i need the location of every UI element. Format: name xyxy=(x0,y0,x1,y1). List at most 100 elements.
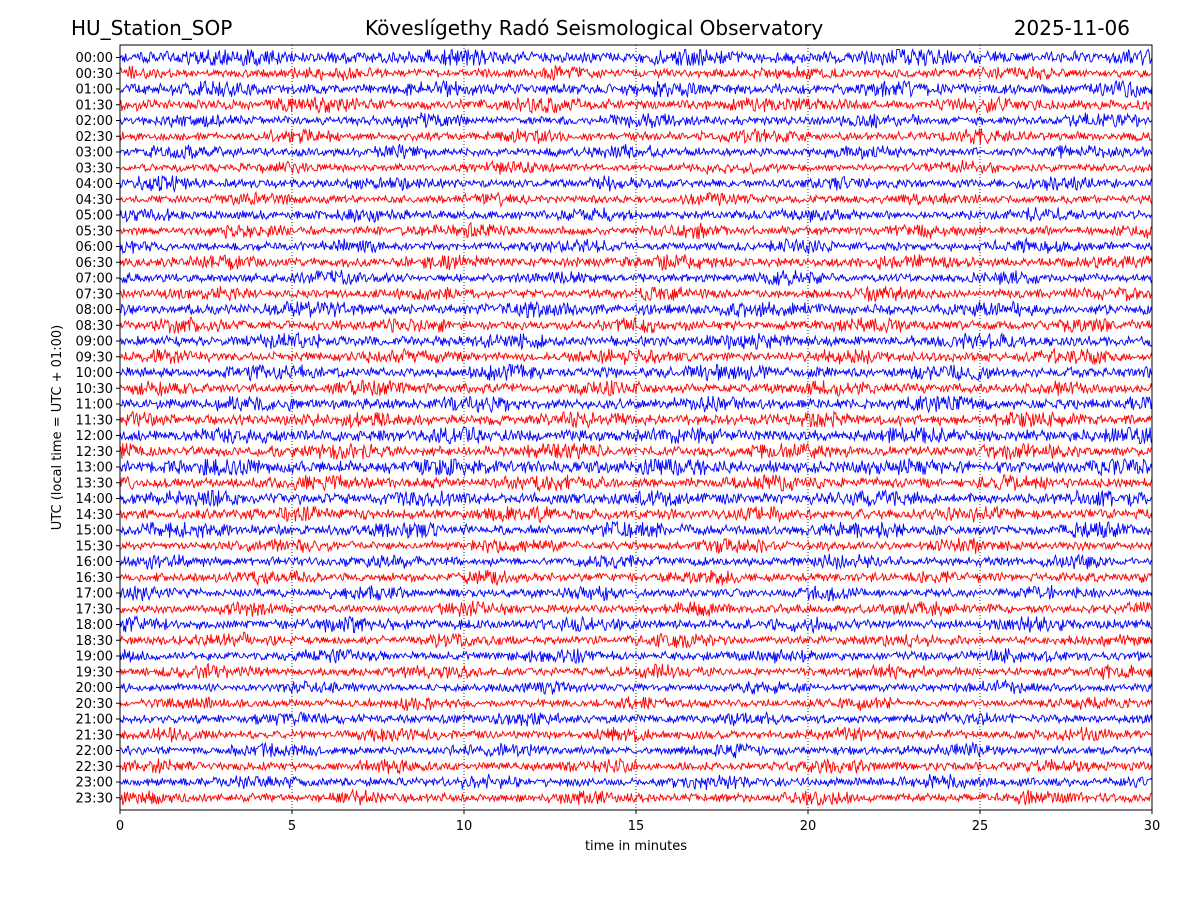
trace-line xyxy=(119,788,1153,807)
row-label: 05:30 xyxy=(76,224,113,239)
trace-line xyxy=(119,379,1153,397)
row-label: 01:00 xyxy=(76,83,113,98)
trace-line xyxy=(119,236,1153,255)
trace-line xyxy=(119,696,1153,712)
row-label: 19:00 xyxy=(76,650,113,665)
row-label: 22:00 xyxy=(76,744,113,759)
row-label: 19:30 xyxy=(76,665,113,680)
row-label: 13:00 xyxy=(76,461,113,476)
trace-line xyxy=(119,679,1153,695)
trace-line xyxy=(119,300,1153,318)
row-label: 15:30 xyxy=(76,539,113,554)
trace-line xyxy=(119,79,1153,99)
row-label: 20:00 xyxy=(76,681,113,696)
row-label: 14:30 xyxy=(76,508,113,523)
x-tick-label: 15 xyxy=(628,819,645,834)
row-label: 21:00 xyxy=(76,713,113,728)
trace-line xyxy=(119,47,1153,68)
trace-line xyxy=(119,457,1153,477)
trace-line xyxy=(119,65,1153,82)
row-label: 13:30 xyxy=(76,476,113,491)
row-label: 22:30 xyxy=(76,760,113,775)
trace-line xyxy=(119,190,1153,208)
trace-line xyxy=(119,174,1153,193)
row-label: 17:30 xyxy=(76,602,113,617)
trace-line xyxy=(119,726,1153,743)
row-labels: 00:0000:3001:0001:3002:0002:3003:0003:30… xyxy=(76,51,120,806)
row-label: 07:00 xyxy=(76,272,113,287)
trace-line xyxy=(119,269,1153,287)
row-label: 23:00 xyxy=(76,776,113,791)
trace-line xyxy=(119,631,1153,649)
row-label: 06:00 xyxy=(76,240,113,255)
trace-line xyxy=(119,347,1153,365)
station-label: HU_Station_SOP xyxy=(71,16,233,40)
row-label: 03:30 xyxy=(76,161,113,176)
row-label: 04:00 xyxy=(76,177,113,192)
trace-line xyxy=(119,553,1153,570)
trace-line xyxy=(119,506,1153,524)
row-label: 16:00 xyxy=(76,555,113,570)
trace-line xyxy=(119,254,1153,271)
row-label: 02:30 xyxy=(76,130,113,145)
trace-line xyxy=(119,600,1153,617)
trace-line xyxy=(119,740,1153,759)
row-label: 17:00 xyxy=(76,587,113,602)
trace-line xyxy=(119,520,1153,540)
trace-line xyxy=(119,363,1153,382)
row-label: 08:30 xyxy=(76,319,113,334)
trace-line xyxy=(119,537,1153,555)
plot-frame xyxy=(119,44,1153,811)
row-label: 04:30 xyxy=(76,193,113,208)
seismic-traces xyxy=(119,47,1153,807)
trace-line xyxy=(119,395,1153,414)
row-label: 09:30 xyxy=(76,350,113,365)
row-label: 00:00 xyxy=(76,51,113,66)
trace-line xyxy=(119,773,1153,791)
trace-line xyxy=(119,410,1153,430)
chart-title: Köveslígethy Radó Seismological Observat… xyxy=(365,16,824,40)
trace-line xyxy=(119,474,1153,493)
trace-line xyxy=(119,143,1153,160)
row-label: 20:30 xyxy=(76,697,113,712)
trace-line xyxy=(119,757,1153,775)
row-label: 15:00 xyxy=(76,524,113,539)
row-label: 01:30 xyxy=(76,98,113,113)
row-label: 12:30 xyxy=(76,445,113,460)
row-label: 06:30 xyxy=(76,256,113,271)
trace-line xyxy=(119,584,1153,602)
row-label: 16:30 xyxy=(76,571,113,586)
row-label: 05:00 xyxy=(76,209,113,224)
row-label: 12:00 xyxy=(76,429,113,444)
x-tick-label: 30 xyxy=(1144,819,1161,834)
trace-line xyxy=(119,710,1153,727)
row-label: 23:30 xyxy=(76,791,113,806)
grid-lines xyxy=(291,45,981,810)
y-axis-label: UTC (local time = UTC + 01:00) xyxy=(50,325,65,530)
x-axis-label: time in minutes xyxy=(585,839,687,854)
trace-line xyxy=(119,221,1153,239)
row-label: 14:00 xyxy=(76,492,113,507)
trace-line xyxy=(119,426,1153,445)
x-tick-label: 5 xyxy=(288,819,296,834)
row-label: 09:00 xyxy=(76,335,113,350)
trace-line xyxy=(119,207,1153,224)
trace-line xyxy=(119,285,1153,302)
row-label: 08:00 xyxy=(76,303,113,318)
row-label: 00:30 xyxy=(76,67,113,82)
x-tick-label: 0 xyxy=(116,819,124,834)
row-label: 07:30 xyxy=(76,287,113,302)
row-label: 10:00 xyxy=(76,366,113,381)
trace-line xyxy=(119,127,1153,145)
x-tick-label: 10 xyxy=(456,819,473,834)
x-axis-ticks: 0 5 10 15 20 25 30 xyxy=(116,810,1160,834)
row-label: 02:00 xyxy=(76,114,113,129)
row-label: 11:00 xyxy=(76,398,113,413)
row-label: 18:00 xyxy=(76,618,113,633)
trace-line xyxy=(119,648,1153,665)
trace-line xyxy=(119,662,1153,681)
row-label: 18:30 xyxy=(76,634,113,649)
row-label: 10:30 xyxy=(76,382,113,397)
trace-line xyxy=(119,442,1153,460)
